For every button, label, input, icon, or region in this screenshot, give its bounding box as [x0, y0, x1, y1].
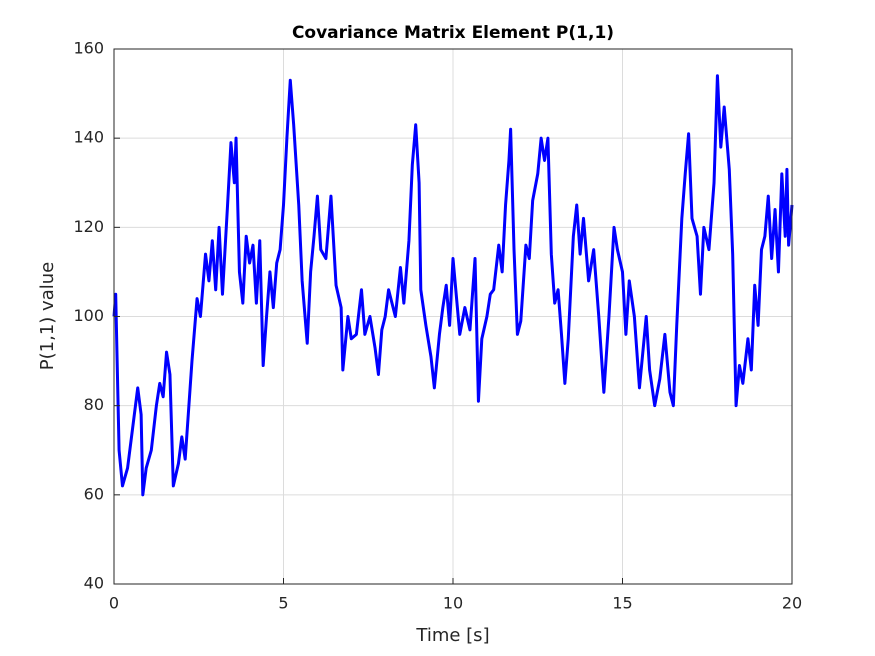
x-tick-label: 20	[782, 594, 802, 613]
x-axis-label: Time [s]	[415, 625, 489, 646]
y-tick-label: 40	[84, 574, 104, 593]
x-tick-label: 10	[443, 594, 463, 613]
chart-title: Covariance Matrix Element P(1,1)	[292, 23, 614, 43]
x-tick-label: 5	[278, 594, 288, 613]
y-axis-label: P(1,1) value	[37, 262, 58, 370]
data-line	[112, 74, 794, 497]
y-tick-label: 120	[73, 217, 104, 236]
x-tick-label: 15	[612, 594, 632, 613]
x-tick-label: 0	[109, 594, 119, 613]
y-tick-label: 100	[73, 306, 104, 325]
y-tick-label: 60	[84, 484, 104, 503]
y-tick-label: 140	[73, 128, 104, 147]
y-tick-label: 80	[84, 395, 104, 414]
y-tick-label: 160	[73, 39, 104, 58]
plot-area	[112, 74, 794, 497]
